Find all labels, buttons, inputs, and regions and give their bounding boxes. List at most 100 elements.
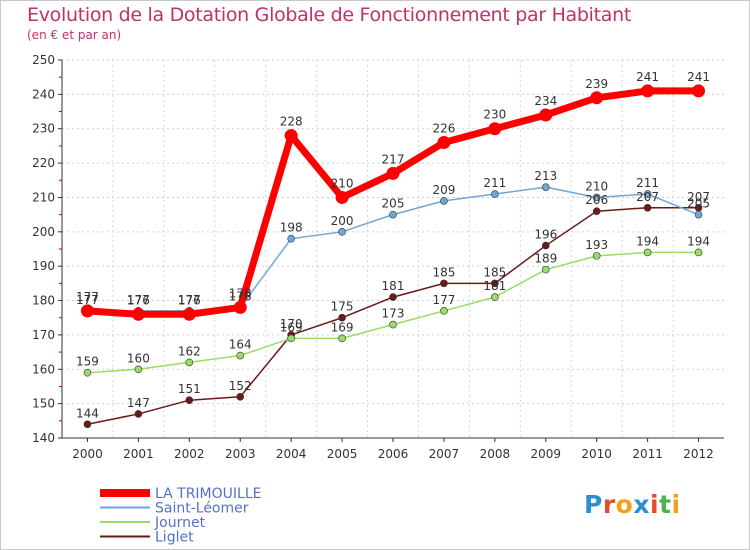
data-label-1-2011: 211: [636, 176, 659, 190]
legend-label-1: Saint-Léomer: [155, 501, 249, 517]
x-tick-label-2005: 2005: [327, 447, 358, 461]
point-1-2006: [389, 210, 397, 219]
y-tick-label-210: 210: [32, 190, 55, 204]
x-tick-label-2010: 2010: [581, 447, 612, 461]
data-label-0-2010: 239: [585, 77, 608, 91]
data-label-0-2001: 176: [127, 293, 150, 307]
data-label-2-2011: 194: [636, 234, 659, 248]
point-3-2002: [185, 396, 194, 405]
data-label-1-2008: 211: [483, 176, 506, 190]
point-3-2000: [83, 420, 92, 429]
point-3-2009: [541, 241, 550, 250]
data-label-1-2002: 177: [178, 293, 201, 307]
x-tick-label-2004: 2004: [276, 447, 307, 461]
data-label-0-2006: 217: [382, 152, 405, 166]
point-3-2005: [338, 313, 346, 322]
point-1-2004: [287, 234, 295, 243]
point-0-2012: [692, 84, 706, 98]
point-0-2004: [284, 129, 298, 143]
point-2-2005: [338, 334, 346, 343]
x-tick-label-2001: 2001: [123, 447, 154, 461]
point-2-2012: [694, 248, 703, 257]
data-label-3-2002: 151: [178, 382, 201, 396]
series-group: [80, 84, 706, 429]
x-tick-label-2003: 2003: [225, 447, 256, 461]
point-3-2001: [134, 410, 143, 418]
y-tick-label-230: 230: [32, 122, 55, 136]
data-label-2-2000: 159: [76, 355, 99, 369]
point-3-2010: [592, 207, 601, 215]
data-label-3-2011: 207: [636, 190, 659, 204]
data-label-3-2006: 181: [382, 279, 405, 293]
point-2-2009: [541, 265, 550, 274]
data-label-3-2003: 152: [229, 379, 252, 393]
data-label-0-2007: 226: [432, 121, 455, 135]
logo-letter-0: P: [584, 490, 603, 519]
point-0-2009: [539, 108, 553, 122]
x-tick-label-2007: 2007: [429, 447, 460, 461]
data-label-1-2006: 205: [382, 197, 405, 211]
logo-letter-1: r: [602, 490, 616, 519]
legend-label-2: Journet: [154, 515, 206, 531]
point-2-2007: [440, 307, 448, 315]
x-tick-label-2008: 2008: [480, 447, 511, 461]
logo-letter-2: o: [615, 490, 634, 519]
point-1-2011: [643, 190, 652, 198]
chart-subtitle: (en € et par an): [27, 28, 122, 42]
point-3-2003: [236, 392, 245, 401]
point-0-2005: [335, 190, 349, 204]
data-label-2-2010: 193: [585, 238, 608, 252]
data-label-1-2003: 178: [229, 289, 252, 303]
data-label-0-2005: 210: [331, 176, 354, 190]
data-label-3-2008: 185: [483, 265, 506, 279]
data-label-3-2000: 144: [76, 406, 99, 420]
data-label-2-2007: 177: [432, 293, 455, 307]
point-1-2005: [338, 228, 346, 236]
series-3: [83, 203, 703, 429]
point-0-2008: [488, 122, 502, 136]
logo-letter-6: i: [671, 490, 681, 519]
y-tick-label-140: 140: [32, 431, 55, 445]
data-label-2-2001: 160: [127, 351, 150, 365]
y-tick-label-200: 200: [32, 225, 55, 239]
y-tick-label-250: 250: [32, 53, 55, 67]
data-label-1-2010: 210: [585, 179, 608, 193]
data-label-2-2012: 194: [687, 234, 710, 248]
point-0-2006: [386, 166, 400, 180]
series-2: [83, 248, 703, 377]
x-tick-label-2012: 2012: [683, 447, 714, 461]
point-2-2001: [134, 365, 143, 374]
y-tick-label-170: 170: [32, 328, 55, 342]
data-label-0-2012: 241: [687, 70, 710, 84]
data-label-0-2009: 234: [534, 94, 557, 108]
point-2-2003: [236, 351, 245, 360]
point-2-2000: [83, 368, 92, 377]
legend-label-3: Liglet: [155, 530, 194, 546]
point-1-2008: [491, 190, 499, 198]
data-label-1-2009: 213: [534, 169, 557, 183]
logo-letter-4: i: [650, 490, 660, 519]
data-label-2-2005: 169: [331, 320, 354, 334]
data-label-2-2006: 173: [382, 307, 405, 321]
data-label-2-2004: 169: [280, 320, 303, 334]
y-tick-label-240: 240: [32, 87, 55, 101]
data-label-0-2004: 228: [280, 115, 303, 129]
data-label-3-2004: 170: [280, 317, 303, 331]
grid-lines: [62, 59, 724, 439]
chart-title: Evolution de la Dotation Globale de Fonc…: [27, 4, 632, 26]
x-tick-label-2002: 2002: [174, 447, 205, 461]
data-label-2-2009: 189: [534, 252, 557, 266]
y-tick-label-180: 180: [32, 294, 55, 308]
plot-area: [62, 60, 724, 438]
point-3-2007: [440, 279, 448, 288]
legend-label-0: LA TRIMOUILLE: [155, 486, 261, 502]
logo-letter-5: t: [659, 490, 672, 519]
point-0-2001: [131, 307, 145, 321]
data-label-3-2007: 185: [432, 265, 455, 279]
point-2-2006: [389, 320, 397, 329]
x-tick-label-2009: 2009: [530, 447, 561, 461]
data-label-2-2008: 181: [483, 279, 506, 293]
proxiti-logo: Proxiti: [584, 490, 681, 519]
